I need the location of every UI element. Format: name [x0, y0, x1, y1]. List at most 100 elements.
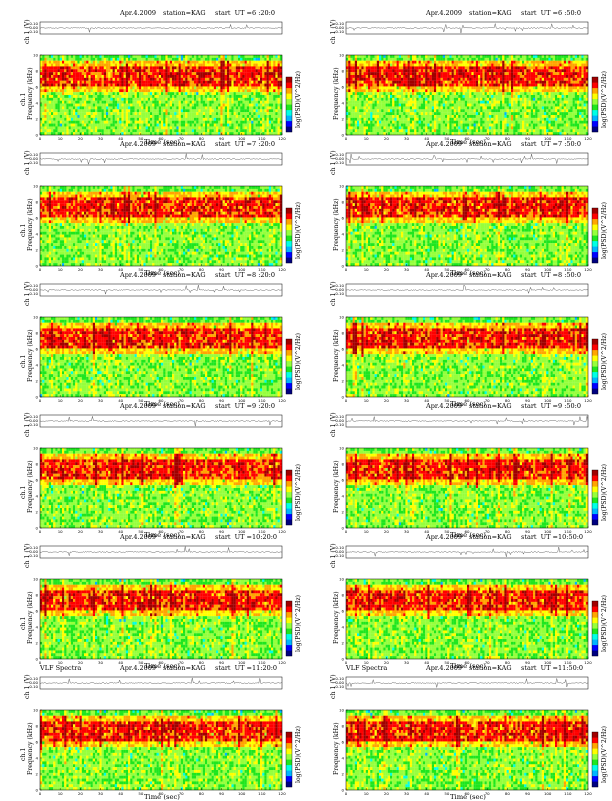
spectrogram-cell	[273, 95, 275, 98]
spectrogram-cell	[522, 84, 524, 87]
spectrogram-cell	[91, 121, 93, 124]
spectrogram-cell	[205, 75, 207, 78]
spectrogram-cell	[372, 75, 374, 78]
spectrogram-cell	[146, 124, 148, 127]
spectrogram-cell	[139, 121, 141, 124]
spectrogram-cell	[97, 115, 99, 118]
spectrogram-cell	[553, 92, 555, 95]
spectrogram-cell	[579, 81, 581, 84]
spectrogram-cell	[540, 95, 542, 98]
spectrogram-cell	[157, 121, 159, 124]
spectrogram-cell	[476, 92, 478, 95]
spectrogram-cell	[159, 98, 161, 101]
spectrogram-cell	[99, 129, 101, 132]
spectrogram-cell	[93, 78, 95, 81]
spectrogram-cell	[359, 72, 361, 75]
spectrogram-cell	[247, 61, 249, 64]
spectrogram-cell	[115, 109, 117, 112]
spectrogram-cell	[159, 55, 161, 58]
spectrogram-cell	[203, 109, 205, 112]
spectrogram-cell	[179, 118, 181, 121]
spectrogram-cell	[60, 75, 62, 78]
spectrogram-cell	[412, 89, 414, 92]
spectrogram-cell	[141, 92, 143, 95]
spectrogram-cell	[161, 106, 163, 109]
spectrogram-cell	[275, 124, 277, 127]
spectrogram-cell	[258, 92, 260, 95]
spectrogram-cell	[253, 81, 255, 84]
spectrogram-cell	[397, 101, 399, 104]
spectrogram-cell	[106, 101, 108, 104]
spectrogram-cell	[383, 84, 385, 87]
spectrogram-cell	[559, 86, 561, 89]
spectrogram-cell	[275, 81, 277, 84]
spectrogram-cell	[170, 129, 172, 132]
spectrogram-cell	[159, 78, 161, 81]
spectrogram-cell	[212, 81, 214, 84]
spectrogram-cell	[236, 55, 238, 58]
spectrogram-cell	[249, 81, 251, 84]
spectrogram-cell	[176, 64, 178, 67]
spectrogram-cell	[520, 69, 522, 72]
spectrogram-cell	[419, 92, 421, 95]
spectrogram-cell	[128, 101, 130, 104]
spectrogram-cell	[485, 66, 487, 69]
spectrogram-cell	[364, 69, 366, 72]
spectrogram-cell	[253, 124, 255, 127]
spectrogram-cell	[51, 84, 53, 87]
spectrogram-cell	[275, 101, 277, 104]
spectrogram-cell	[218, 132, 220, 135]
spectrogram-cell	[269, 64, 271, 67]
spectrogram-cell	[524, 66, 526, 69]
spectrogram-cell	[86, 109, 88, 112]
spectrogram-cell	[502, 78, 504, 81]
spectrogram-cell	[269, 109, 271, 112]
spectrogram-cell	[410, 89, 412, 92]
spectrogram-cell	[77, 95, 79, 98]
spectrogram-cell	[86, 72, 88, 75]
spectrogram-cell	[357, 92, 359, 95]
spectrogram-cell	[416, 75, 418, 78]
spectrogram-cell	[174, 95, 176, 98]
spectrogram-cell	[247, 95, 249, 98]
spectrogram-cell	[247, 58, 249, 61]
spectrogram-cell	[115, 126, 117, 129]
spectrogram-cell	[271, 101, 273, 104]
spectrogram-cell	[172, 126, 174, 129]
spectrogram-cell	[348, 64, 350, 67]
spectrogram-cell	[264, 55, 266, 58]
spectrogram-cell	[110, 121, 112, 124]
spectrogram-cell	[485, 78, 487, 81]
spectrogram-cell	[172, 104, 174, 107]
spectrogram-cell	[42, 58, 44, 61]
spectrogram-cell	[40, 98, 42, 101]
spectrogram-cell	[467, 55, 469, 58]
spectrogram-cell	[570, 89, 572, 92]
spectrogram-cell	[540, 69, 542, 72]
spectrogram-cell	[454, 78, 456, 81]
spectrogram-cell	[526, 64, 528, 67]
spectrogram-cell	[452, 69, 454, 72]
spectrogram-cell	[117, 78, 119, 81]
spectrogram-cell	[44, 84, 46, 87]
spectrogram-cell	[69, 72, 71, 75]
spectrogram-cell	[487, 69, 489, 72]
spectrogram-cell	[469, 81, 471, 84]
spectrogram-cell	[212, 98, 214, 101]
spectrogram-cell	[491, 95, 493, 98]
spectrogram-cell	[84, 58, 86, 61]
spectrogram-cell	[187, 118, 189, 121]
spectrogram-cell	[150, 66, 152, 69]
spectrogram-cell	[93, 129, 95, 132]
spectrogram-cell	[207, 72, 209, 75]
spectrogram-cell	[520, 98, 522, 101]
spectrogram-cell	[86, 115, 88, 118]
spectrogram-cell	[273, 84, 275, 87]
spectrogram-cell	[75, 64, 77, 67]
spectrogram-cell	[401, 81, 403, 84]
spectrogram-cell	[190, 66, 192, 69]
spectrogram-cell	[256, 64, 258, 67]
spectrogram-cell	[150, 78, 152, 81]
spectrogram-cell	[157, 115, 159, 118]
